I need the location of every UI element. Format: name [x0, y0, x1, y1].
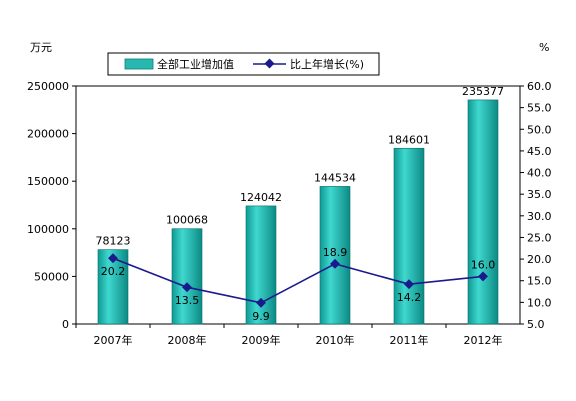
right-tick-label: 10.0 — [527, 296, 552, 309]
left-axis-unit: 万元 — [30, 41, 52, 54]
line-data-label: 20.2 — [101, 265, 126, 278]
line-layer: 20.2 13.5 9.9 18.9 14.2 16.0 — [101, 246, 496, 323]
right-tick-label: 55.0 — [527, 102, 552, 115]
legend-line-label: 比上年增长(%) — [290, 57, 364, 71]
bar — [393, 147, 425, 325]
plot-area — [75, 85, 521, 325]
left-tick-label: 50000 — [34, 270, 69, 283]
right-tick-label: 60.0 — [527, 80, 552, 93]
left-tick-label: 250000 — [27, 80, 69, 93]
left-tick-label: 100000 — [27, 223, 69, 236]
legend-bar-swatch — [124, 58, 154, 70]
right-tick-label: 45.0 — [527, 145, 552, 158]
right-tick-label: 30.0 — [527, 210, 552, 223]
bar-data-label: 124042 — [240, 191, 282, 204]
left-tick-label: 150000 — [27, 175, 69, 188]
bar — [319, 186, 351, 325]
x-tick-label: 2008年 — [168, 333, 207, 347]
legend: 全部工业增加值 比上年增长(%) — [107, 52, 380, 76]
bar-data-label: 100068 — [166, 214, 208, 227]
left-tick-label: 0 — [62, 318, 69, 331]
bar-data-label: 235377 — [462, 85, 504, 98]
right-tick-label: 35.0 — [527, 188, 552, 201]
bar — [467, 99, 499, 325]
right-tick-label: 15.0 — [527, 275, 552, 288]
bar-data-label: 78123 — [96, 235, 131, 248]
line-point — [404, 279, 414, 290]
x-tick-label: 2009年 — [242, 333, 281, 347]
line-data-label: 16.0 — [471, 258, 496, 271]
line-data-label: 14.2 — [397, 291, 422, 304]
line-point — [182, 282, 192, 293]
right-tick-label: 40.0 — [527, 167, 552, 180]
growth-line — [112, 257, 484, 304]
x-axis: 2007年 2008年 2009年 2010年 2011年 2012年 — [75, 324, 503, 347]
bar-data-label: 184601 — [388, 133, 430, 146]
right-tick-label: 5.0 — [527, 318, 545, 331]
left-tick-label: 200000 — [27, 128, 69, 141]
bar-data-label: 144534 — [314, 171, 356, 184]
legend-bar-label: 全部工业增加值 — [157, 57, 234, 71]
line-point — [256, 297, 266, 308]
x-tick-label: 2010年 — [316, 333, 355, 347]
bars-layer: 78123 100068 124042 144534 184601 235377 — [96, 85, 504, 325]
right-axis-unit: % — [539, 41, 549, 54]
x-tick-label: 2012年 — [464, 333, 503, 347]
line-data-label: 9.9 — [252, 310, 270, 323]
left-axis: 0 50000 100000 150000 200000 250000 — [27, 80, 76, 331]
legend-box — [107, 52, 380, 76]
line-data-label: 13.5 — [175, 294, 200, 307]
line-data-label: 18.9 — [323, 246, 348, 259]
right-tick-label: 50.0 — [527, 123, 552, 136]
line-point — [330, 258, 340, 269]
line-point — [108, 253, 118, 264]
x-tick-label: 2007年 — [94, 333, 133, 347]
line-point — [478, 271, 488, 282]
right-tick-label: 20.0 — [527, 253, 552, 266]
bar — [171, 228, 203, 325]
right-tick-label: 25.0 — [527, 231, 552, 244]
x-tick-label: 2011年 — [390, 333, 429, 347]
right-axis: 5.0 10.0 15.0 20.0 25.0 30.0 35.0 40.0 45.0 50.0 5… — [520, 80, 552, 331]
